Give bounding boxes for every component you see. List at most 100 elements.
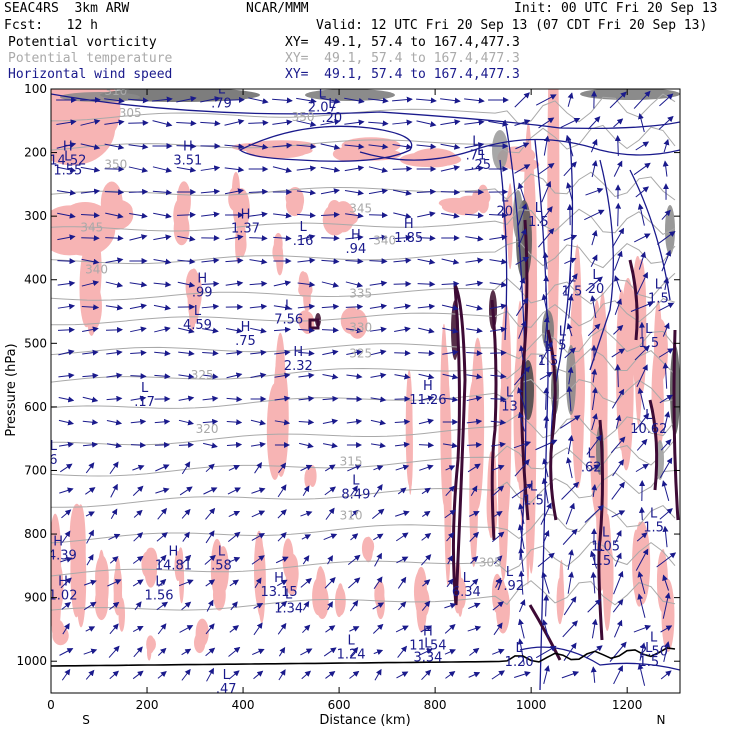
wind-vector-672 <box>590 666 597 683</box>
wind-vector-549 <box>132 579 144 587</box>
wind-vector-543 <box>614 552 622 567</box>
wind-vector-102 <box>633 162 651 176</box>
wind-vector-171 <box>417 235 436 242</box>
extremum-value-0: 14.52 <box>49 153 86 168</box>
extremum-value-48: 20 <box>496 204 513 219</box>
wind-vector-657 <box>228 670 240 680</box>
wind-vector-134 <box>153 212 172 219</box>
wind-vector-476 <box>251 510 266 518</box>
wind-vector-280 <box>543 316 550 343</box>
wind-vector-452 <box>302 485 310 496</box>
wind-vector-9 <box>272 97 293 104</box>
y-tick-label-5: 600 <box>24 400 47 414</box>
extremum-type-35: L <box>645 322 653 337</box>
wind-vector-483 <box>421 510 431 518</box>
wind-vector-46 <box>538 117 555 129</box>
theta-label-0: 310 <box>104 84 127 98</box>
theta-contour-10 <box>51 413 676 446</box>
pv-core-14 <box>492 130 508 170</box>
wind-vector-282 <box>587 323 601 337</box>
wind-vector-144 <box>393 212 412 219</box>
wind-vector-356 <box>490 396 507 403</box>
wind-vector-501 <box>227 531 241 542</box>
wind-vector-640 <box>444 649 456 655</box>
wind-vector-496 <box>108 533 121 540</box>
extremum-type-11: H <box>293 345 303 360</box>
theta-contour-5 <box>51 272 676 305</box>
extremum-type-18: L <box>218 544 226 559</box>
wind-vector-504 <box>301 534 312 540</box>
wind-vector-4 <box>152 96 173 103</box>
wind-vector-123 <box>517 182 526 201</box>
wind-vector-644 <box>535 645 557 659</box>
extremum-value-6: 1.85 <box>394 231 423 246</box>
wind-vector-266 <box>202 327 219 334</box>
wind-vector-668 <box>491 670 505 680</box>
wind-vector-520 <box>60 556 73 563</box>
wind-vector-459 <box>470 485 478 496</box>
wind-vector-88 <box>296 165 317 172</box>
wind-vector-521 <box>86 553 94 566</box>
wind-vector-324 <box>346 373 363 380</box>
extremum-type-34: L <box>544 340 552 355</box>
wind-vector-55 <box>128 143 149 150</box>
wind-vector-435 <box>514 459 530 477</box>
pv-shade-18-3 <box>273 351 286 464</box>
wind-vector-240 <box>201 303 220 310</box>
wind-vector-376 <box>346 418 363 425</box>
wind-vector-639 <box>419 648 433 656</box>
wind-vector-331 <box>514 366 531 386</box>
wind-vector-422 <box>205 463 215 473</box>
wind-vector-194 <box>345 258 364 265</box>
wind-vector-585 <box>372 602 385 610</box>
wind-vector-664 <box>396 671 409 679</box>
wind-vector-550 <box>158 578 167 587</box>
extremum-value-9: 7.56 <box>274 312 303 327</box>
wind-vector-189 <box>225 257 244 264</box>
extremum-value-23: 1.24 <box>337 647 366 662</box>
wind-vector-385 <box>559 415 581 429</box>
extremum-type-13: H <box>423 379 433 394</box>
wind-vector-39 <box>368 120 389 127</box>
wind-vector-363 <box>659 394 674 404</box>
wind-vector-268 <box>250 327 267 334</box>
wind-vector-517 <box>614 530 622 544</box>
extremum-type-37: L <box>588 447 596 462</box>
extremum-value-21: 1.34 <box>274 602 303 617</box>
wind-vector-343 <box>178 395 195 402</box>
wind-vector-233 <box>663 277 670 291</box>
wind-vector-187 <box>177 258 196 265</box>
wind-vector-617 <box>517 618 525 639</box>
wind-vector-200 <box>489 258 508 265</box>
theta-contour-13 <box>51 504 676 544</box>
wind-vector-192 <box>297 257 316 264</box>
wind-vector-293 <box>226 349 243 356</box>
wind-vector-173 <box>465 235 484 242</box>
wind-vector-413 <box>610 436 626 454</box>
wind-vector-166 <box>297 234 316 241</box>
wind-vector-642 <box>492 648 505 655</box>
wind-vector-307 <box>564 347 576 359</box>
wind-vector-69 <box>464 142 485 149</box>
wind-vector-379 <box>418 418 434 425</box>
wind-vector-553 <box>229 579 239 587</box>
wind-vector-482 <box>395 510 410 517</box>
wind-vector-184 <box>105 257 124 264</box>
pv-contour-2 <box>520 219 530 521</box>
x-tick-label-6: 1200 <box>612 698 643 712</box>
wind-vector-111 <box>224 188 244 195</box>
wind-vector-409 <box>513 440 532 449</box>
wind-vector-477 <box>277 509 287 519</box>
extremum-type-36: L <box>645 408 653 423</box>
wind-vector-564 <box>495 577 502 588</box>
x-tick-label-0: 0 <box>47 698 55 712</box>
wind-vector-599 <box>85 626 96 632</box>
wind-vector-586 <box>398 601 407 611</box>
wind-speed-contour-8 <box>519 646 680 671</box>
wind-vector-416 <box>59 463 73 473</box>
wind-vector-622 <box>633 624 652 633</box>
wind-vector-594 <box>587 599 602 613</box>
wind-vector-1 <box>80 96 101 103</box>
wind-vector-178 <box>591 229 598 246</box>
wind-speed-contour-7 <box>629 169 671 301</box>
